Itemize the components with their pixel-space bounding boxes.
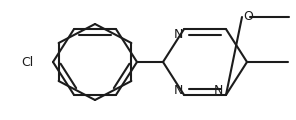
Text: N: N bbox=[173, 27, 183, 41]
Text: O: O bbox=[243, 11, 253, 24]
Text: N: N bbox=[213, 84, 223, 97]
Text: Cl: Cl bbox=[22, 55, 34, 69]
Text: N: N bbox=[173, 84, 183, 97]
